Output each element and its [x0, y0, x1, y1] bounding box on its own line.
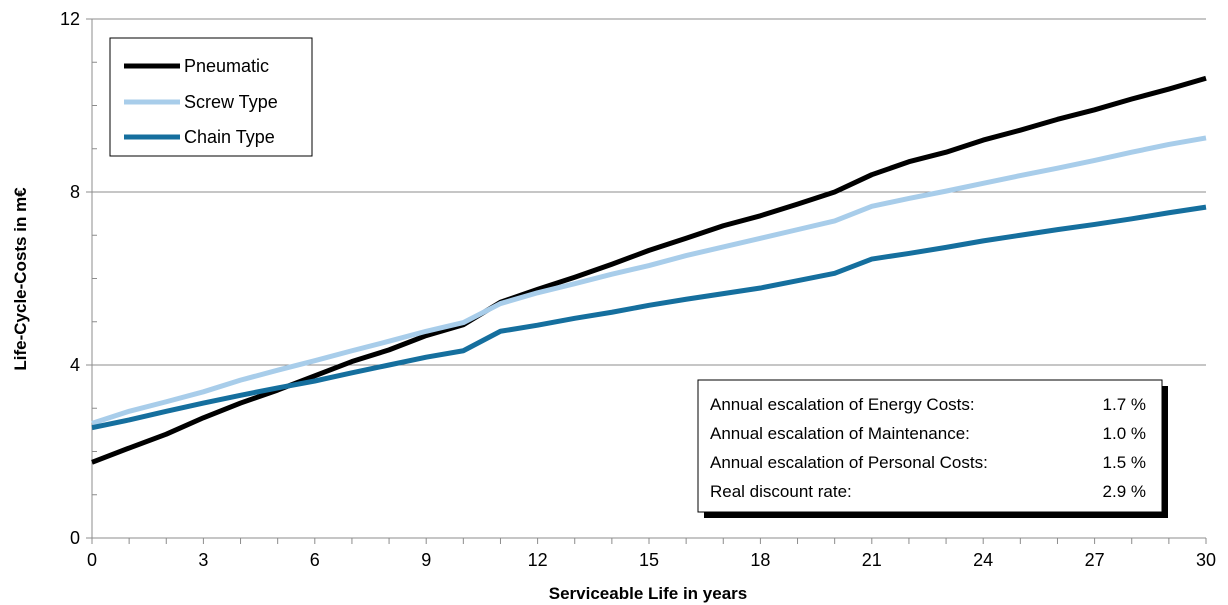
x-tick-label-15: 15: [639, 550, 659, 570]
assumption-label-personal: Annual escalation of Personal Costs:: [710, 453, 988, 472]
series-line-chain-type: [91, 204, 1207, 431]
y-tick-label-4: 4: [70, 355, 80, 375]
y-axis-title: Life-Cycle-Costs in m€: [11, 187, 30, 371]
axes: [86, 18, 1207, 544]
assumption-value-personal: 1.5 %: [1103, 453, 1146, 472]
x-tick-label-27: 27: [1085, 550, 1105, 570]
x-tick-label-30: 30: [1196, 550, 1216, 570]
y-tick-label-0: 0: [70, 528, 80, 548]
x-tick-label-12: 12: [528, 550, 548, 570]
x-tick-label-3: 3: [198, 550, 208, 570]
x-tick-label-18: 18: [750, 550, 770, 570]
assumption-value-energy: 1.7 %: [1103, 395, 1146, 414]
assumption-value-maintenance: 1.0 %: [1103, 424, 1146, 443]
y-tick-label-12: 12: [60, 9, 80, 29]
plot-series: [91, 75, 1207, 465]
assumption-label-energy: Annual escalation of Energy Costs:: [710, 395, 975, 414]
assumption-label-discount: Real discount rate:: [710, 482, 852, 501]
x-axis-title: Serviceable Life in years: [549, 584, 747, 603]
x-tick-label-0: 0: [87, 550, 97, 570]
legend-label-chain-type: Chain Type: [184, 127, 275, 147]
x-tick-label-6: 6: [310, 550, 320, 570]
x-tick-label-21: 21: [862, 550, 882, 570]
legend-label-screw-type: Screw Type: [184, 92, 278, 112]
legend-item-screw-type: Screw Type: [124, 92, 278, 112]
x-tick-label-24: 24: [973, 550, 993, 570]
series-line-screw-type: [91, 135, 1207, 426]
legend-item-chain-type: Chain Type: [124, 127, 275, 147]
legend: Pneumatic Screw Type Chain Type: [109, 37, 313, 157]
gridlines: [92, 18, 1206, 366]
y-tick-label-8: 8: [70, 182, 80, 202]
assumptions-box: Annual escalation of Energy Costs: 1.7 %…: [697, 379, 1168, 518]
assumption-label-maintenance: Annual escalation of Maintenance:: [710, 424, 970, 443]
x-tick-label-9: 9: [421, 550, 431, 570]
assumptions-box-frame: [697, 379, 1163, 513]
assumption-value-discount: 2.9 %: [1103, 482, 1146, 501]
legend-item-pneumatic: Pneumatic: [124, 56, 269, 76]
legend-label-pneumatic: Pneumatic: [184, 56, 269, 76]
tick-labels: 0 4 8 12 0 3 6 9 12 15 18 21 24 27 30: [60, 9, 1216, 570]
